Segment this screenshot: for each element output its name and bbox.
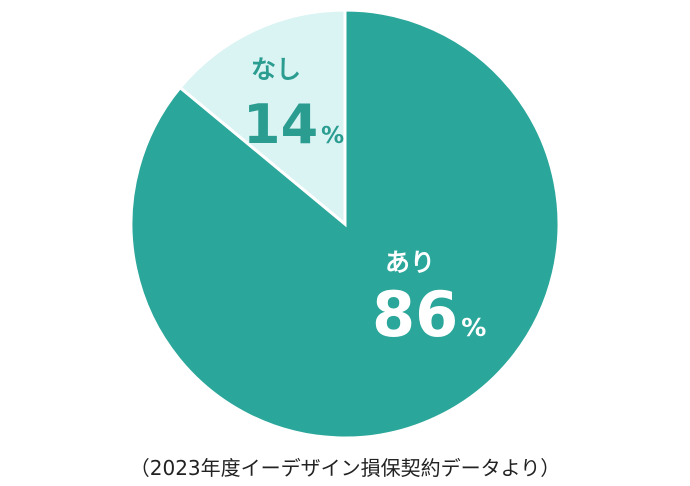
slice-name-label-1: なし <box>251 55 301 84</box>
slice-value-label-1: 14% <box>243 93 344 156</box>
slice-value-label-0: 86% <box>372 278 486 351</box>
pie-slice-1 <box>177 8 347 228</box>
slice-value-unit-0: % <box>461 313 486 342</box>
slice-value-number-0: 86 <box>372 278 458 351</box>
source-caption: （2023年度イーデザイン損保契約データより） <box>129 456 561 480</box>
slice-value-unit-1: % <box>321 123 344 149</box>
slice-name-label-0: あり <box>385 248 435 277</box>
slice-value-number-1: 14 <box>243 93 318 156</box>
pie-slices <box>129 8 561 440</box>
